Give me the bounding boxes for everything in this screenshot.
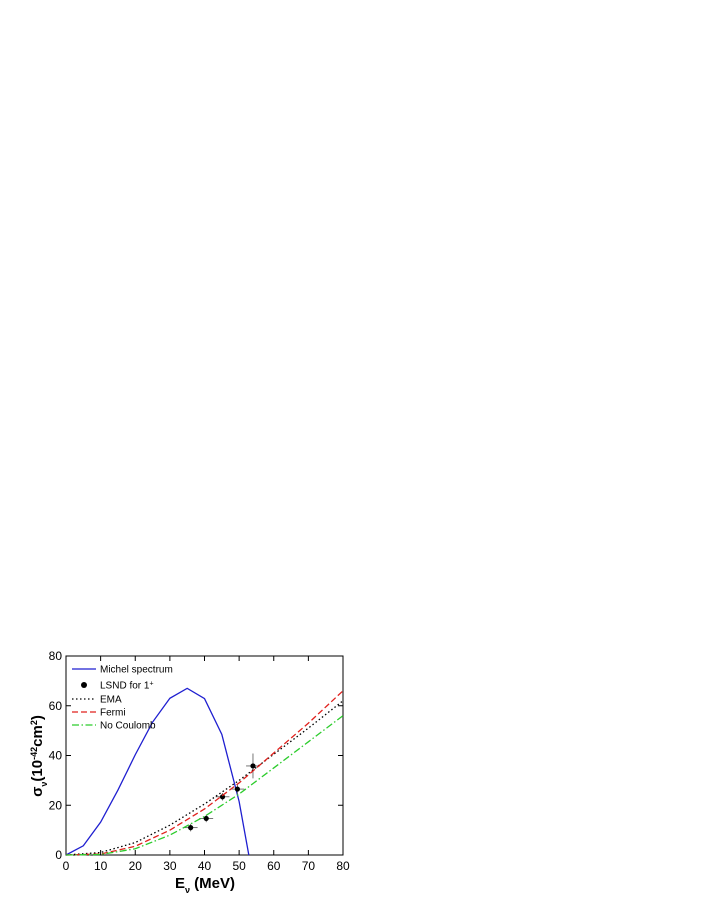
x-tick-label: 70 bbox=[302, 859, 316, 873]
label-part: (10 bbox=[29, 760, 46, 782]
x-tick-label: 10 bbox=[94, 859, 108, 873]
line bbox=[65, 687, 250, 856]
label-part: σ bbox=[29, 787, 46, 797]
line bbox=[65, 700, 344, 856]
y-tick-label: 20 bbox=[49, 798, 63, 812]
legend-label: LSND for 1+ bbox=[100, 680, 154, 692]
y-tick-label: 60 bbox=[49, 699, 63, 713]
legend-label: Michel spectrum bbox=[100, 665, 173, 676]
y-tick-label: 40 bbox=[49, 749, 63, 763]
line bbox=[65, 715, 344, 856]
label-part: ) bbox=[29, 715, 46, 720]
x-tick-label: 40 bbox=[198, 859, 212, 873]
legend-text: Fermi bbox=[100, 708, 126, 719]
x-tick-label: 80 bbox=[336, 859, 350, 873]
legend-text: No Coulomb bbox=[100, 721, 156, 732]
line bbox=[65, 690, 344, 856]
label-part: ν bbox=[185, 885, 190, 895]
label-part: ν bbox=[39, 782, 49, 787]
y-tick-label: 80 bbox=[49, 649, 63, 663]
legend-text: LSND for 1 bbox=[100, 681, 150, 692]
legend-sup: + bbox=[149, 680, 153, 687]
legend-label: Fermi bbox=[100, 708, 126, 719]
legend-text: Michel spectrum bbox=[100, 665, 173, 676]
y-axis-label: σν(10-42cm2) bbox=[29, 715, 49, 797]
legend-label: EMA bbox=[100, 695, 122, 706]
legend-text: EMA bbox=[100, 695, 122, 706]
x-tick-label: 50 bbox=[232, 859, 246, 873]
x-axis-label: Eν (MeV) bbox=[175, 875, 235, 895]
x-tick-label: 60 bbox=[267, 859, 281, 873]
x-tick-label: 20 bbox=[129, 859, 143, 873]
label-part: -42 bbox=[29, 747, 39, 760]
y-tick-label: 0 bbox=[55, 848, 62, 862]
data-point bbox=[203, 815, 209, 822]
data-point bbox=[250, 763, 256, 769]
data-point bbox=[219, 794, 226, 800]
label-part: cm bbox=[29, 725, 46, 747]
x-tick-label: 30 bbox=[163, 859, 177, 873]
label-part: E bbox=[175, 875, 185, 892]
x-tick-label: 0 bbox=[63, 859, 70, 873]
legend-marker bbox=[81, 682, 87, 688]
data-point bbox=[234, 786, 240, 792]
legend-label: No Coulomb bbox=[100, 721, 156, 732]
data-point bbox=[188, 825, 194, 831]
label-part: (MeV) bbox=[190, 875, 235, 892]
label-part: 2 bbox=[29, 720, 39, 725]
